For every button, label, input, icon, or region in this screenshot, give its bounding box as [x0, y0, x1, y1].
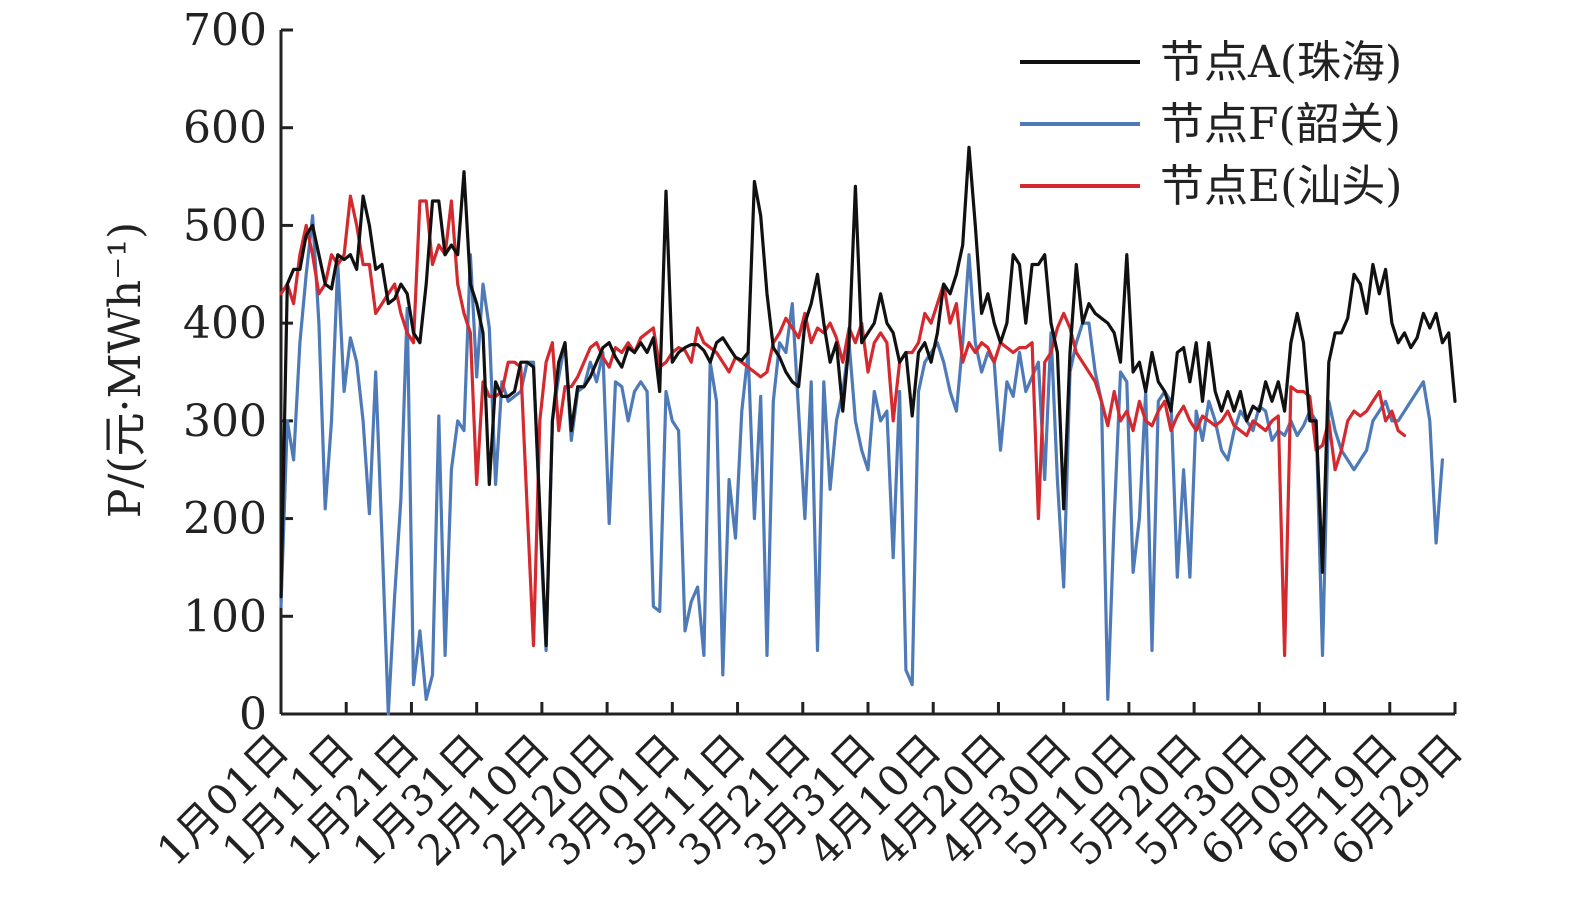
- series-line-E: [279, 194, 1407, 657]
- series-line-F: [279, 214, 1444, 716]
- y-tick-label: 400: [183, 298, 267, 349]
- legend-label-F: 节点F(韶关): [1160, 99, 1401, 150]
- x-axis: 1月01日1月11日1月21日1月31日2月10日2月20日3月01日3月11日…: [147, 702, 1472, 875]
- y-tick-label: 500: [183, 200, 267, 251]
- legend-label-E: 节点E(汕头): [1160, 161, 1402, 212]
- y-tick-label: 100: [183, 591, 267, 642]
- legend-label-A: 节点A(珠海): [1160, 37, 1402, 88]
- y-tick-label: 0: [239, 689, 267, 740]
- y-tick-label: 200: [183, 494, 267, 545]
- y-tick-label: 300: [183, 396, 267, 447]
- legend: 节点A(珠海) 节点F(韶关) 节点E(汕头): [1020, 37, 1402, 212]
- series-lines: [279, 145, 1457, 716]
- y-tick-label: 700: [183, 5, 267, 56]
- y-axis: 0 100 200 300 400 500 600 700: [183, 5, 293, 740]
- series-line-A: [279, 145, 1457, 648]
- y-axis-label: P/(元·MWh⁻¹): [100, 222, 151, 518]
- y-tick-label: 600: [183, 103, 267, 154]
